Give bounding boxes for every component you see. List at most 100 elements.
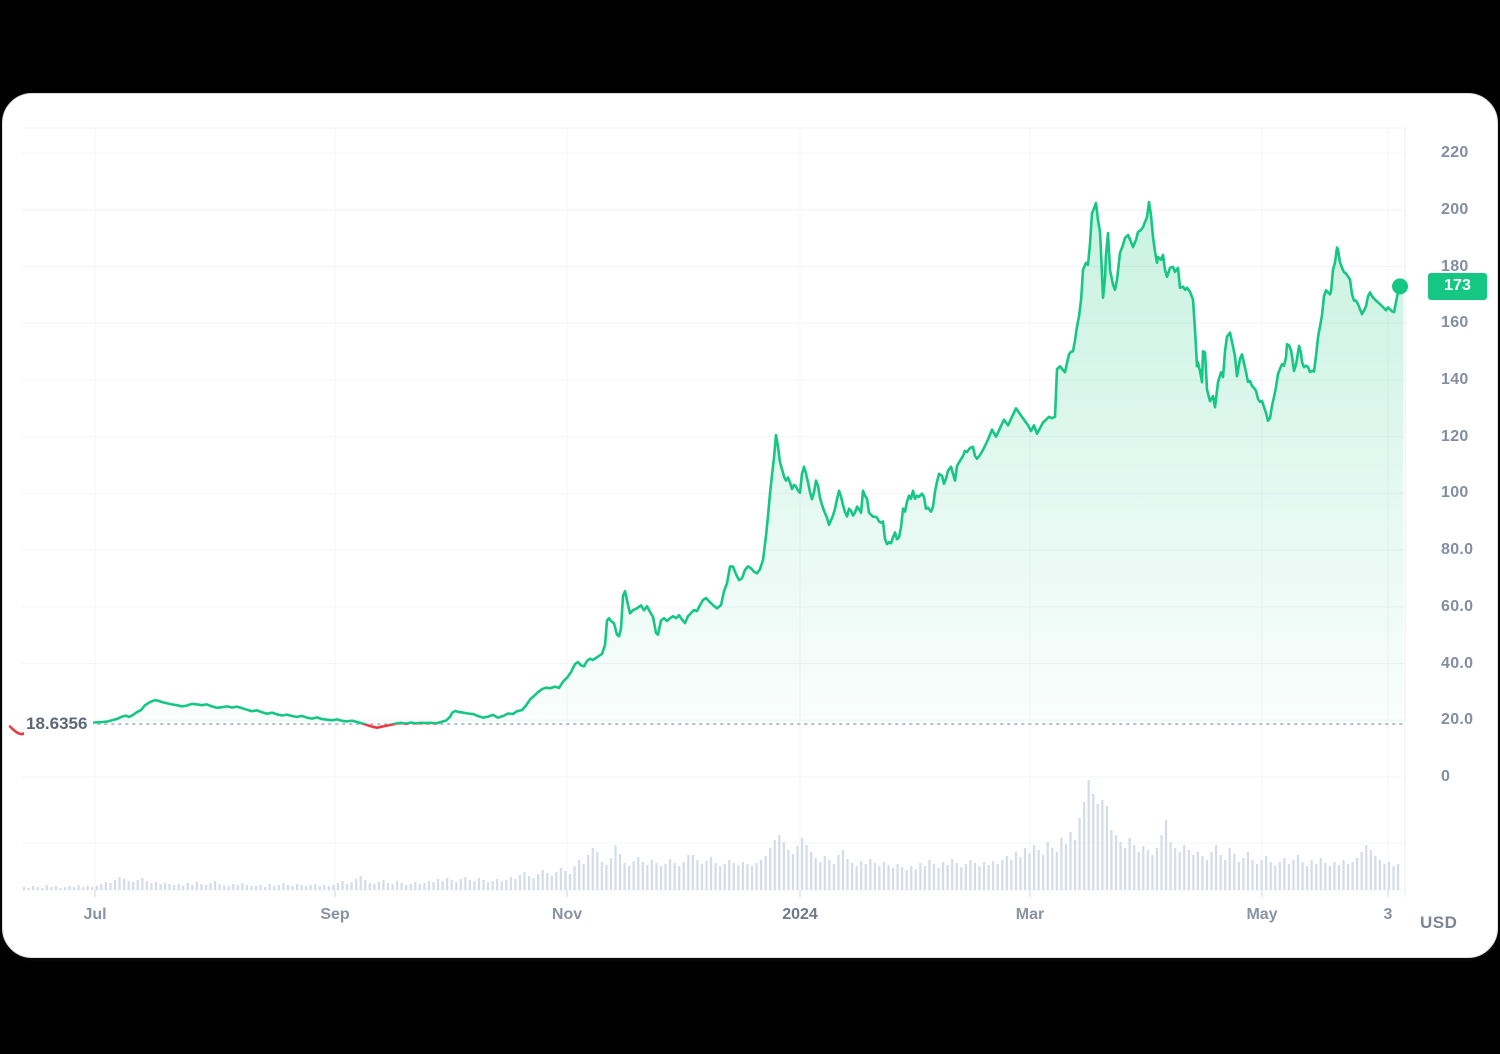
- volume-bar: [1114, 835, 1118, 890]
- volume-bar: [268, 884, 271, 890]
- volume-bar: [455, 882, 458, 890]
- volume-bar: [418, 884, 421, 890]
- volume-bar: [391, 884, 394, 890]
- volume-bar: [778, 835, 781, 890]
- volume-bar: [532, 878, 535, 890]
- volume-bar: [163, 883, 167, 890]
- volume-bar: [969, 860, 972, 890]
- volume-bar: [1201, 856, 1204, 890]
- volume-bar: [764, 856, 767, 890]
- volume-bar: [373, 884, 376, 890]
- volume-bar: [923, 866, 926, 890]
- volume-bar: [336, 883, 340, 890]
- volume-bar: [678, 866, 681, 890]
- volume-bar: [1137, 852, 1140, 890]
- y-axis-label: 40.0: [1441, 654, 1474, 672]
- volume-bar: [837, 855, 840, 890]
- volume-bar: [523, 872, 526, 890]
- volume-bar: [1374, 856, 1377, 890]
- volume-bar: [241, 883, 244, 890]
- volume-bar: [327, 886, 330, 890]
- volume-bar: [869, 859, 872, 890]
- volume-bar: [214, 881, 217, 890]
- volume-bar: [350, 882, 353, 890]
- volume-bar: [637, 857, 640, 890]
- volume-bar: [236, 885, 239, 890]
- x-axis-label: Mar: [1015, 906, 1045, 923]
- volume-bar: [1178, 852, 1181, 890]
- volume-bar: [641, 862, 644, 890]
- volume-bar: [846, 859, 849, 890]
- volume-bar: [860, 861, 863, 890]
- price-area-fill: [10, 202, 1403, 725]
- volume-bar: [992, 861, 995, 890]
- volume-bar: [113, 880, 117, 890]
- volume-bar: [1228, 848, 1231, 890]
- volume-bar: [496, 879, 499, 890]
- volume-bar: [955, 863, 958, 890]
- volume-bar: [1342, 860, 1345, 890]
- volume-bar: [1337, 865, 1341, 890]
- volume-bar: [186, 883, 189, 890]
- volume-bar: [714, 863, 717, 890]
- volume-bar: [1155, 848, 1159, 890]
- volume-bar: [1037, 850, 1040, 890]
- volume-bar: [500, 881, 503, 890]
- volume-bar: [605, 865, 608, 890]
- volume-bar: [664, 864, 667, 890]
- volume-bar: [341, 881, 344, 890]
- volume-bar: [295, 884, 299, 890]
- volume-bar: [1319, 858, 1322, 890]
- volume-bar: [864, 864, 867, 890]
- volume-bar: [669, 859, 672, 890]
- volume-bar: [1260, 860, 1263, 890]
- volume-bar: [1255, 864, 1259, 890]
- volume-bar: [1397, 864, 1400, 890]
- price-line: [36, 200, 1402, 725]
- volume-bar: [273, 886, 276, 890]
- volume-bar: [1023, 848, 1027, 890]
- x-axis-label: Jul: [83, 906, 107, 923]
- volume-bar: [1064, 844, 1068, 890]
- volume-bar: [446, 878, 449, 890]
- volume-bar: [737, 865, 740, 890]
- volume-bar: [487, 882, 490, 890]
- volume-bar: [1346, 864, 1350, 890]
- volume-bar: [550, 876, 553, 890]
- volume-bar: [591, 848, 594, 890]
- volume-bar: [1183, 845, 1186, 890]
- y-axis-label: 180: [1441, 257, 1469, 275]
- volume-bar: [1105, 806, 1108, 890]
- volume-bar: [27, 888, 30, 890]
- volume-bar: [537, 874, 540, 890]
- volume-bar: [227, 886, 230, 890]
- volume-bar: [72, 887, 76, 890]
- volume-bar: [473, 881, 476, 890]
- volume-bar: [382, 880, 385, 890]
- volume-bar: [546, 873, 549, 890]
- y-axis-label: 140: [1441, 370, 1469, 388]
- y-axis-label: 220: [1441, 144, 1469, 162]
- volume-bar: [305, 886, 308, 890]
- volume-bar: [578, 860, 581, 890]
- volume-bar: [1265, 856, 1268, 890]
- volume-bar: [1333, 862, 1336, 890]
- volume-bar: [1219, 855, 1222, 890]
- volume-bar: [1001, 860, 1004, 890]
- volume-bar: [901, 867, 904, 890]
- y-axis-label: 60.0: [1441, 597, 1474, 615]
- volume-bar: [568, 874, 572, 890]
- y-axis-label: 120: [1441, 427, 1469, 445]
- volume-bar: [423, 883, 426, 890]
- volume-bar: [82, 887, 85, 890]
- x-axis-label: Nov: [551, 906, 583, 923]
- volume-bar: [32, 886, 35, 890]
- volume-bar: [732, 863, 735, 890]
- volume-bar: [59, 888, 62, 890]
- currency-unit-label: USD: [1420, 913, 1458, 932]
- volume-bar: [600, 862, 603, 890]
- volume-bar: [841, 850, 845, 890]
- volume-bar: [687, 855, 690, 890]
- volume-bar: [878, 866, 881, 890]
